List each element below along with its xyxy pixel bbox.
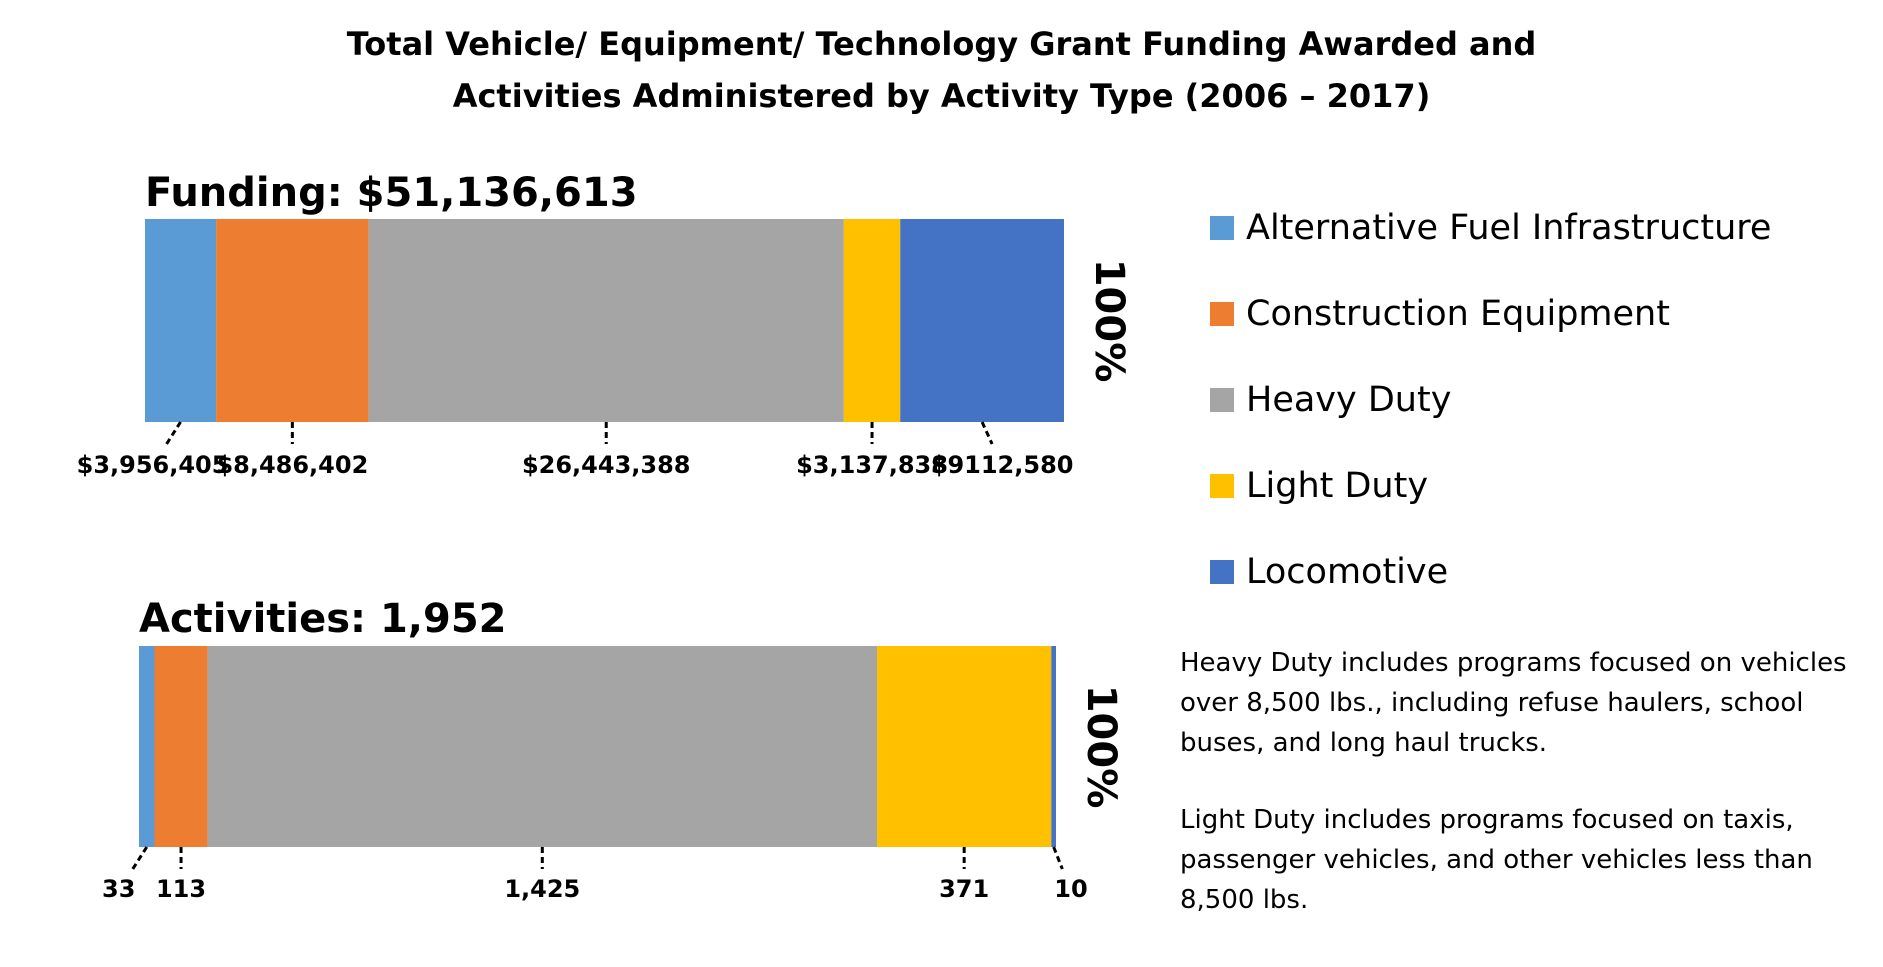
activities-segment-alternative-fuel-infrastructure <box>139 646 155 847</box>
chart-title-line-1: Total Vehicle/ Equipment/ Technology Gra… <box>346 25 1537 63</box>
activities-value-label-alternative-fuel-infrastructure: 33 <box>102 875 135 903</box>
activities-total-percent-label: 100% <box>1078 685 1124 809</box>
activities-segment-construction-equipment <box>154 646 208 847</box>
funding-total-percent-label: 100% <box>1086 259 1132 383</box>
activities-value-label-light-duty: 371 <box>939 875 989 903</box>
funding-segment-alternative-fuel-infrastructure <box>145 219 217 422</box>
chart-title-line-2: Activities Administered by Activity Type… <box>452 77 1431 115</box>
activities-value-label-locomotive: 10 <box>1054 875 1087 903</box>
legend-label-light-duty: Light Duty <box>1246 466 1428 506</box>
legend-swatch-light-duty <box>1210 474 1234 498</box>
activities-value-label-heavy-duty: 1,425 <box>504 875 580 903</box>
funding-segment-heavy-duty <box>368 219 844 422</box>
activities-leader-alternative-fuel-infrastructure <box>131 846 149 870</box>
legend-swatch-construction-equipment <box>1210 302 1234 326</box>
funding-leader-locomotive <box>980 421 994 445</box>
funding-value-label-construction-equipment: $8,486,402 <box>216 451 368 479</box>
funding-segment-light-duty <box>843 219 901 422</box>
legend-swatch-locomotive <box>1210 560 1234 584</box>
funding-panel-title: Funding: $51,136,613 <box>145 170 638 216</box>
heavy-duty-note: Heavy Duty includes programs focused on … <box>1180 648 1847 758</box>
legend-label-alternative-fuel-infrastructure: Alternative Fuel Infrastructure <box>1246 208 1771 248</box>
funding-segment-construction-equipment <box>216 219 369 422</box>
activities-panel-title: Activities: 1,952 <box>139 596 507 642</box>
funding-value-label-light-duty: $3,137,838 <box>796 451 948 479</box>
legend-label-heavy-duty: Heavy Duty <box>1246 380 1451 420</box>
legend-swatch-alternative-fuel-infrastructure <box>1210 216 1234 240</box>
funding-leader-alternative-fuel-infrastructure <box>165 421 182 445</box>
legend-label-locomotive: Locomotive <box>1246 552 1448 592</box>
funding-value-label-locomotive: $9112,580 <box>931 451 1074 479</box>
legend-label-construction-equipment: Construction Equipment <box>1246 294 1670 334</box>
light-duty-note: Light Duty includes programs focused on … <box>1180 805 1813 915</box>
activities-value-label-construction-equipment: 113 <box>156 875 206 903</box>
activities-leader-locomotive <box>1052 846 1064 870</box>
activities-segment-locomotive <box>1051 646 1056 847</box>
activities-segment-light-duty <box>877 646 1052 847</box>
chart-title: Total Vehicle/ Equipment/ Technology Gra… <box>0 18 1883 122</box>
activities-segment-heavy-duty <box>207 646 878 847</box>
legend-swatch-heavy-duty <box>1210 388 1234 412</box>
funding-value-label-heavy-duty: $26,443,388 <box>522 451 691 479</box>
funding-segment-locomotive <box>900 219 1064 422</box>
funding-value-label-alternative-fuel-infrastructure: $3,956,405 <box>77 451 229 479</box>
